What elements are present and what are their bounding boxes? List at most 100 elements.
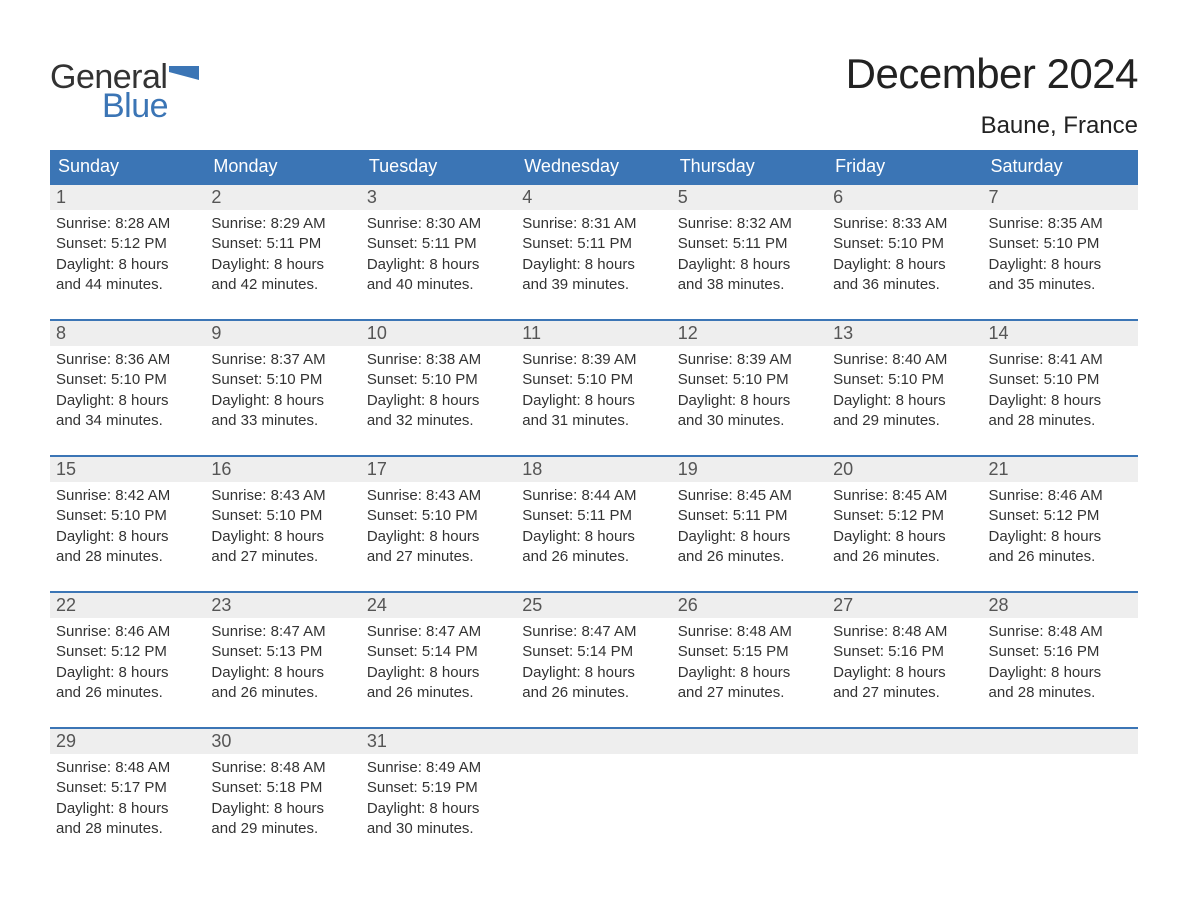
day-number-band: 29 — [50, 729, 205, 754]
daylight-line-1: Daylight: 8 hours — [833, 663, 976, 683]
calendar-day: 13Sunrise: 8:40 AMSunset: 5:10 PMDayligh… — [827, 321, 982, 437]
calendar-day: 9Sunrise: 8:37 AMSunset: 5:10 PMDaylight… — [205, 321, 360, 437]
title-block: December 2024 Baune, France — [846, 50, 1138, 140]
day-number-band — [672, 729, 827, 754]
day-details: Sunrise: 8:31 AMSunset: 5:11 PMDaylight:… — [516, 210, 671, 301]
daylight-line-2: and 30 minutes. — [678, 411, 821, 431]
day-number-band: 23 — [205, 593, 360, 618]
daylight-line-1: Daylight: 8 hours — [522, 391, 665, 411]
daylight-line-1: Daylight: 8 hours — [56, 255, 199, 275]
sunrise-line: Sunrise: 8:33 AM — [833, 214, 976, 234]
daylight-line-2: and 26 minutes. — [833, 547, 976, 567]
day-number: 3 — [367, 187, 377, 207]
day-number: 10 — [367, 323, 387, 343]
day-number: 21 — [989, 459, 1009, 479]
day-number: 23 — [211, 595, 231, 615]
day-number-band: 11 — [516, 321, 671, 346]
day-number: 8 — [56, 323, 66, 343]
daylight-line-1: Daylight: 8 hours — [367, 799, 510, 819]
calendar-day: 16Sunrise: 8:43 AMSunset: 5:10 PMDayligh… — [205, 457, 360, 573]
sunrise-line: Sunrise: 8:31 AM — [522, 214, 665, 234]
calendar-day: 1Sunrise: 8:28 AMSunset: 5:12 PMDaylight… — [50, 185, 205, 301]
sunset-line: Sunset: 5:12 PM — [56, 234, 199, 254]
daylight-line-2: and 30 minutes. — [367, 819, 510, 839]
sunset-line: Sunset: 5:10 PM — [522, 370, 665, 390]
day-number-band: 15 — [50, 457, 205, 482]
calendar-day — [827, 729, 982, 845]
day-of-week-header: Sunday Monday Tuesday Wednesday Thursday… — [50, 150, 1138, 183]
sunset-line: Sunset: 5:11 PM — [678, 506, 821, 526]
daylight-line-1: Daylight: 8 hours — [56, 663, 199, 683]
calendar: Sunday Monday Tuesday Wednesday Thursday… — [50, 150, 1138, 845]
calendar-day: 28Sunrise: 8:48 AMSunset: 5:16 PMDayligh… — [983, 593, 1138, 709]
daylight-line-2: and 36 minutes. — [833, 275, 976, 295]
day-details — [516, 754, 671, 824]
calendar-day: 25Sunrise: 8:47 AMSunset: 5:14 PMDayligh… — [516, 593, 671, 709]
daylight-line-2: and 27 minutes. — [678, 683, 821, 703]
daylight-line-1: Daylight: 8 hours — [833, 527, 976, 547]
day-number — [833, 731, 838, 751]
day-details: Sunrise: 8:43 AMSunset: 5:10 PMDaylight:… — [205, 482, 360, 573]
sunset-line: Sunset: 5:12 PM — [833, 506, 976, 526]
calendar-day: 3Sunrise: 8:30 AMSunset: 5:11 PMDaylight… — [361, 185, 516, 301]
calendar-day: 8Sunrise: 8:36 AMSunset: 5:10 PMDaylight… — [50, 321, 205, 437]
daylight-line-2: and 40 minutes. — [367, 275, 510, 295]
sunrise-line: Sunrise: 8:47 AM — [211, 622, 354, 642]
sunset-line: Sunset: 5:10 PM — [367, 506, 510, 526]
daylight-line-1: Daylight: 8 hours — [678, 527, 821, 547]
sunset-line: Sunset: 5:15 PM — [678, 642, 821, 662]
daylight-line-2: and 27 minutes. — [211, 547, 354, 567]
day-details: Sunrise: 8:48 AMSunset: 5:16 PMDaylight:… — [983, 618, 1138, 709]
sunrise-line: Sunrise: 8:42 AM — [56, 486, 199, 506]
day-number: 17 — [367, 459, 387, 479]
sunset-line: Sunset: 5:18 PM — [211, 778, 354, 798]
dow-sunday: Sunday — [50, 150, 205, 183]
sunset-line: Sunset: 5:10 PM — [833, 234, 976, 254]
day-details: Sunrise: 8:42 AMSunset: 5:10 PMDaylight:… — [50, 482, 205, 573]
daylight-line-2: and 28 minutes. — [56, 547, 199, 567]
location-label: Baune, France — [846, 112, 1138, 140]
day-details — [672, 754, 827, 824]
daylight-line-2: and 33 minutes. — [211, 411, 354, 431]
day-number: 25 — [522, 595, 542, 615]
calendar-day: 6Sunrise: 8:33 AMSunset: 5:10 PMDaylight… — [827, 185, 982, 301]
daylight-line-1: Daylight: 8 hours — [678, 255, 821, 275]
daylight-line-2: and 35 minutes. — [989, 275, 1132, 295]
daylight-line-1: Daylight: 8 hours — [522, 255, 665, 275]
daylight-line-1: Daylight: 8 hours — [678, 391, 821, 411]
sunrise-line: Sunrise: 8:41 AM — [989, 350, 1132, 370]
daylight-line-1: Daylight: 8 hours — [522, 527, 665, 547]
day-details: Sunrise: 8:45 AMSunset: 5:11 PMDaylight:… — [672, 482, 827, 573]
day-number-band: 22 — [50, 593, 205, 618]
sunrise-line: Sunrise: 8:43 AM — [211, 486, 354, 506]
daylight-line-2: and 26 minutes. — [56, 683, 199, 703]
daylight-line-1: Daylight: 8 hours — [833, 391, 976, 411]
sunrise-line: Sunrise: 8:48 AM — [833, 622, 976, 642]
daylight-line-1: Daylight: 8 hours — [211, 527, 354, 547]
sunset-line: Sunset: 5:13 PM — [211, 642, 354, 662]
calendar-day: 11Sunrise: 8:39 AMSunset: 5:10 PMDayligh… — [516, 321, 671, 437]
sunrise-line: Sunrise: 8:47 AM — [522, 622, 665, 642]
day-number-band: 12 — [672, 321, 827, 346]
sunset-line: Sunset: 5:14 PM — [522, 642, 665, 662]
calendar-day: 26Sunrise: 8:48 AMSunset: 5:15 PMDayligh… — [672, 593, 827, 709]
day-number — [678, 731, 683, 751]
calendar-day: 12Sunrise: 8:39 AMSunset: 5:10 PMDayligh… — [672, 321, 827, 437]
day-number-band — [983, 729, 1138, 754]
sunrise-line: Sunrise: 8:29 AM — [211, 214, 354, 234]
sunrise-line: Sunrise: 8:30 AM — [367, 214, 510, 234]
sunrise-line: Sunrise: 8:48 AM — [211, 758, 354, 778]
calendar-day: 17Sunrise: 8:43 AMSunset: 5:10 PMDayligh… — [361, 457, 516, 573]
calendar-day — [983, 729, 1138, 845]
day-number: 11 — [522, 323, 541, 343]
daylight-line-2: and 26 minutes. — [367, 683, 510, 703]
daylight-line-2: and 44 minutes. — [56, 275, 199, 295]
daylight-line-1: Daylight: 8 hours — [211, 663, 354, 683]
daylight-line-2: and 26 minutes. — [678, 547, 821, 567]
daylight-line-1: Daylight: 8 hours — [56, 799, 199, 819]
day-details: Sunrise: 8:39 AMSunset: 5:10 PMDaylight:… — [672, 346, 827, 437]
day-number-band: 18 — [516, 457, 671, 482]
day-details: Sunrise: 8:33 AMSunset: 5:10 PMDaylight:… — [827, 210, 982, 301]
calendar-day: 19Sunrise: 8:45 AMSunset: 5:11 PMDayligh… — [672, 457, 827, 573]
daylight-line-2: and 26 minutes. — [522, 683, 665, 703]
